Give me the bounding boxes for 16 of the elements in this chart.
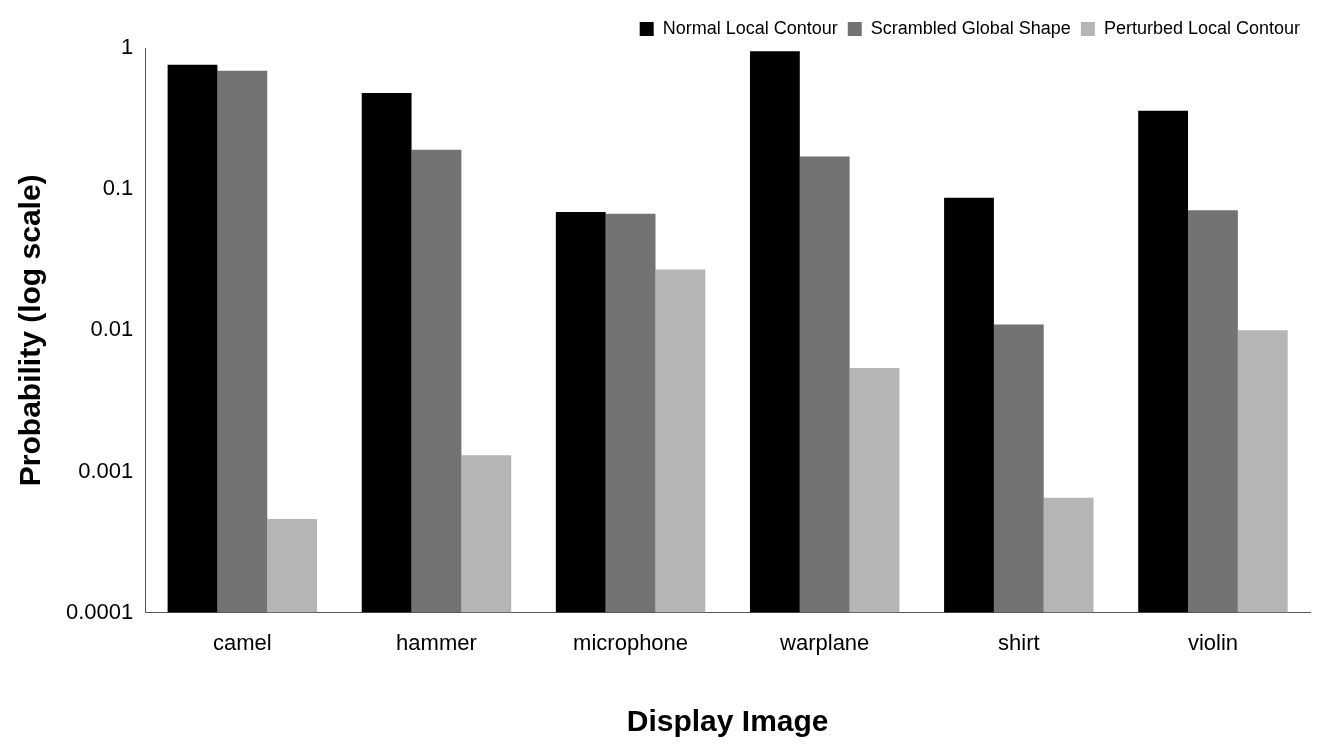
y-tick-label: 0.001: [78, 457, 134, 483]
x-tick-label: violin: [1187, 629, 1239, 655]
y-tick-label: 1: [121, 34, 134, 60]
x-tick-label: camel: [213, 629, 272, 655]
x-tick-label: warplane: [779, 629, 870, 655]
x-tick-label: hammer: [396, 629, 477, 655]
y-tick-label: 0.0001: [65, 598, 134, 624]
x-tick-label: shirt: [998, 629, 1040, 655]
y-tick-label: 0.1: [102, 175, 134, 201]
x-tick-label: microphone: [573, 629, 689, 655]
y-tick-label: 0.01: [90, 316, 134, 342]
legend-label: Normal Local Contour: [662, 17, 838, 38]
x-axis-title: Display Image: [626, 704, 829, 738]
legend-label: Perturbed Local Contour: [1103, 17, 1301, 38]
y-axis-title: Probability (log scale): [13, 174, 47, 487]
legend-label: Scrambled Global Shape: [870, 17, 1071, 38]
